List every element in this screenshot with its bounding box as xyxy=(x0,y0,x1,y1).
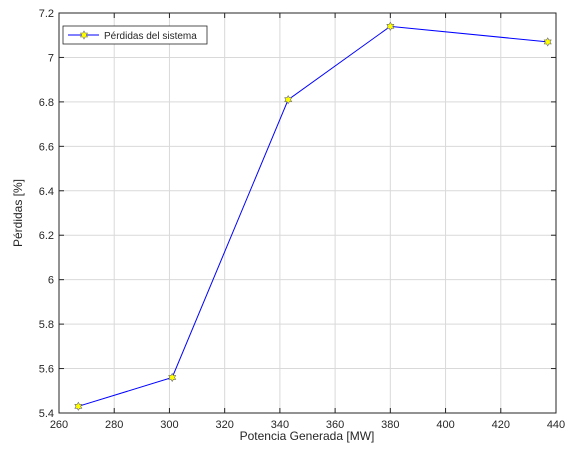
legend-box xyxy=(62,25,208,45)
x-tick-label: 380 xyxy=(381,419,399,431)
x-tick-label: 420 xyxy=(492,419,510,431)
x-axis-label: Potencia Generada [MW] xyxy=(240,429,375,443)
data-series xyxy=(74,21,552,411)
legend: Pérdidas del sistema xyxy=(62,25,208,45)
y-tick-label: 7 xyxy=(48,52,54,64)
y-tick-label: 6.6 xyxy=(39,141,54,153)
x-tick-label: 300 xyxy=(160,419,178,431)
legend-marker-hexagram-icon xyxy=(80,30,88,40)
y-tick-label: 5.4 xyxy=(39,408,54,420)
x-tick-label: 400 xyxy=(436,419,454,431)
data-point-marker xyxy=(543,37,552,47)
y-tick-label: 6.2 xyxy=(39,230,54,242)
y-tick-label: 6 xyxy=(48,275,54,287)
y-tick-label: 7.2 xyxy=(39,8,54,20)
plot-frame xyxy=(58,12,557,414)
y-axis-label: Pérdidas [%] xyxy=(11,179,25,247)
x-tick-label: 440 xyxy=(547,419,565,431)
plot-area xyxy=(59,13,556,413)
data-point-marker xyxy=(74,401,83,411)
legend-label: Pérdidas del sistema xyxy=(104,31,197,42)
data-point-marker xyxy=(168,372,177,383)
x-tick-label: 260 xyxy=(50,419,68,431)
axis-ticks: 260 280 300 320 340 360 380 400 420 440 5.4 5.6 5.8 6… xyxy=(39,8,565,431)
y-tick-label: 6.8 xyxy=(39,97,54,109)
x-tick-label: 280 xyxy=(105,419,123,431)
data-point-marker xyxy=(284,95,293,105)
x-tick-label: 320 xyxy=(215,419,233,431)
y-tick-label: 5.6 xyxy=(39,364,54,376)
data-point-marker xyxy=(386,21,395,31)
y-tick-label: 6.4 xyxy=(39,186,54,198)
x-tick-label: 340 xyxy=(271,419,289,431)
y-tick-label: 5.8 xyxy=(39,319,54,331)
x-tick-label: 360 xyxy=(326,419,344,431)
